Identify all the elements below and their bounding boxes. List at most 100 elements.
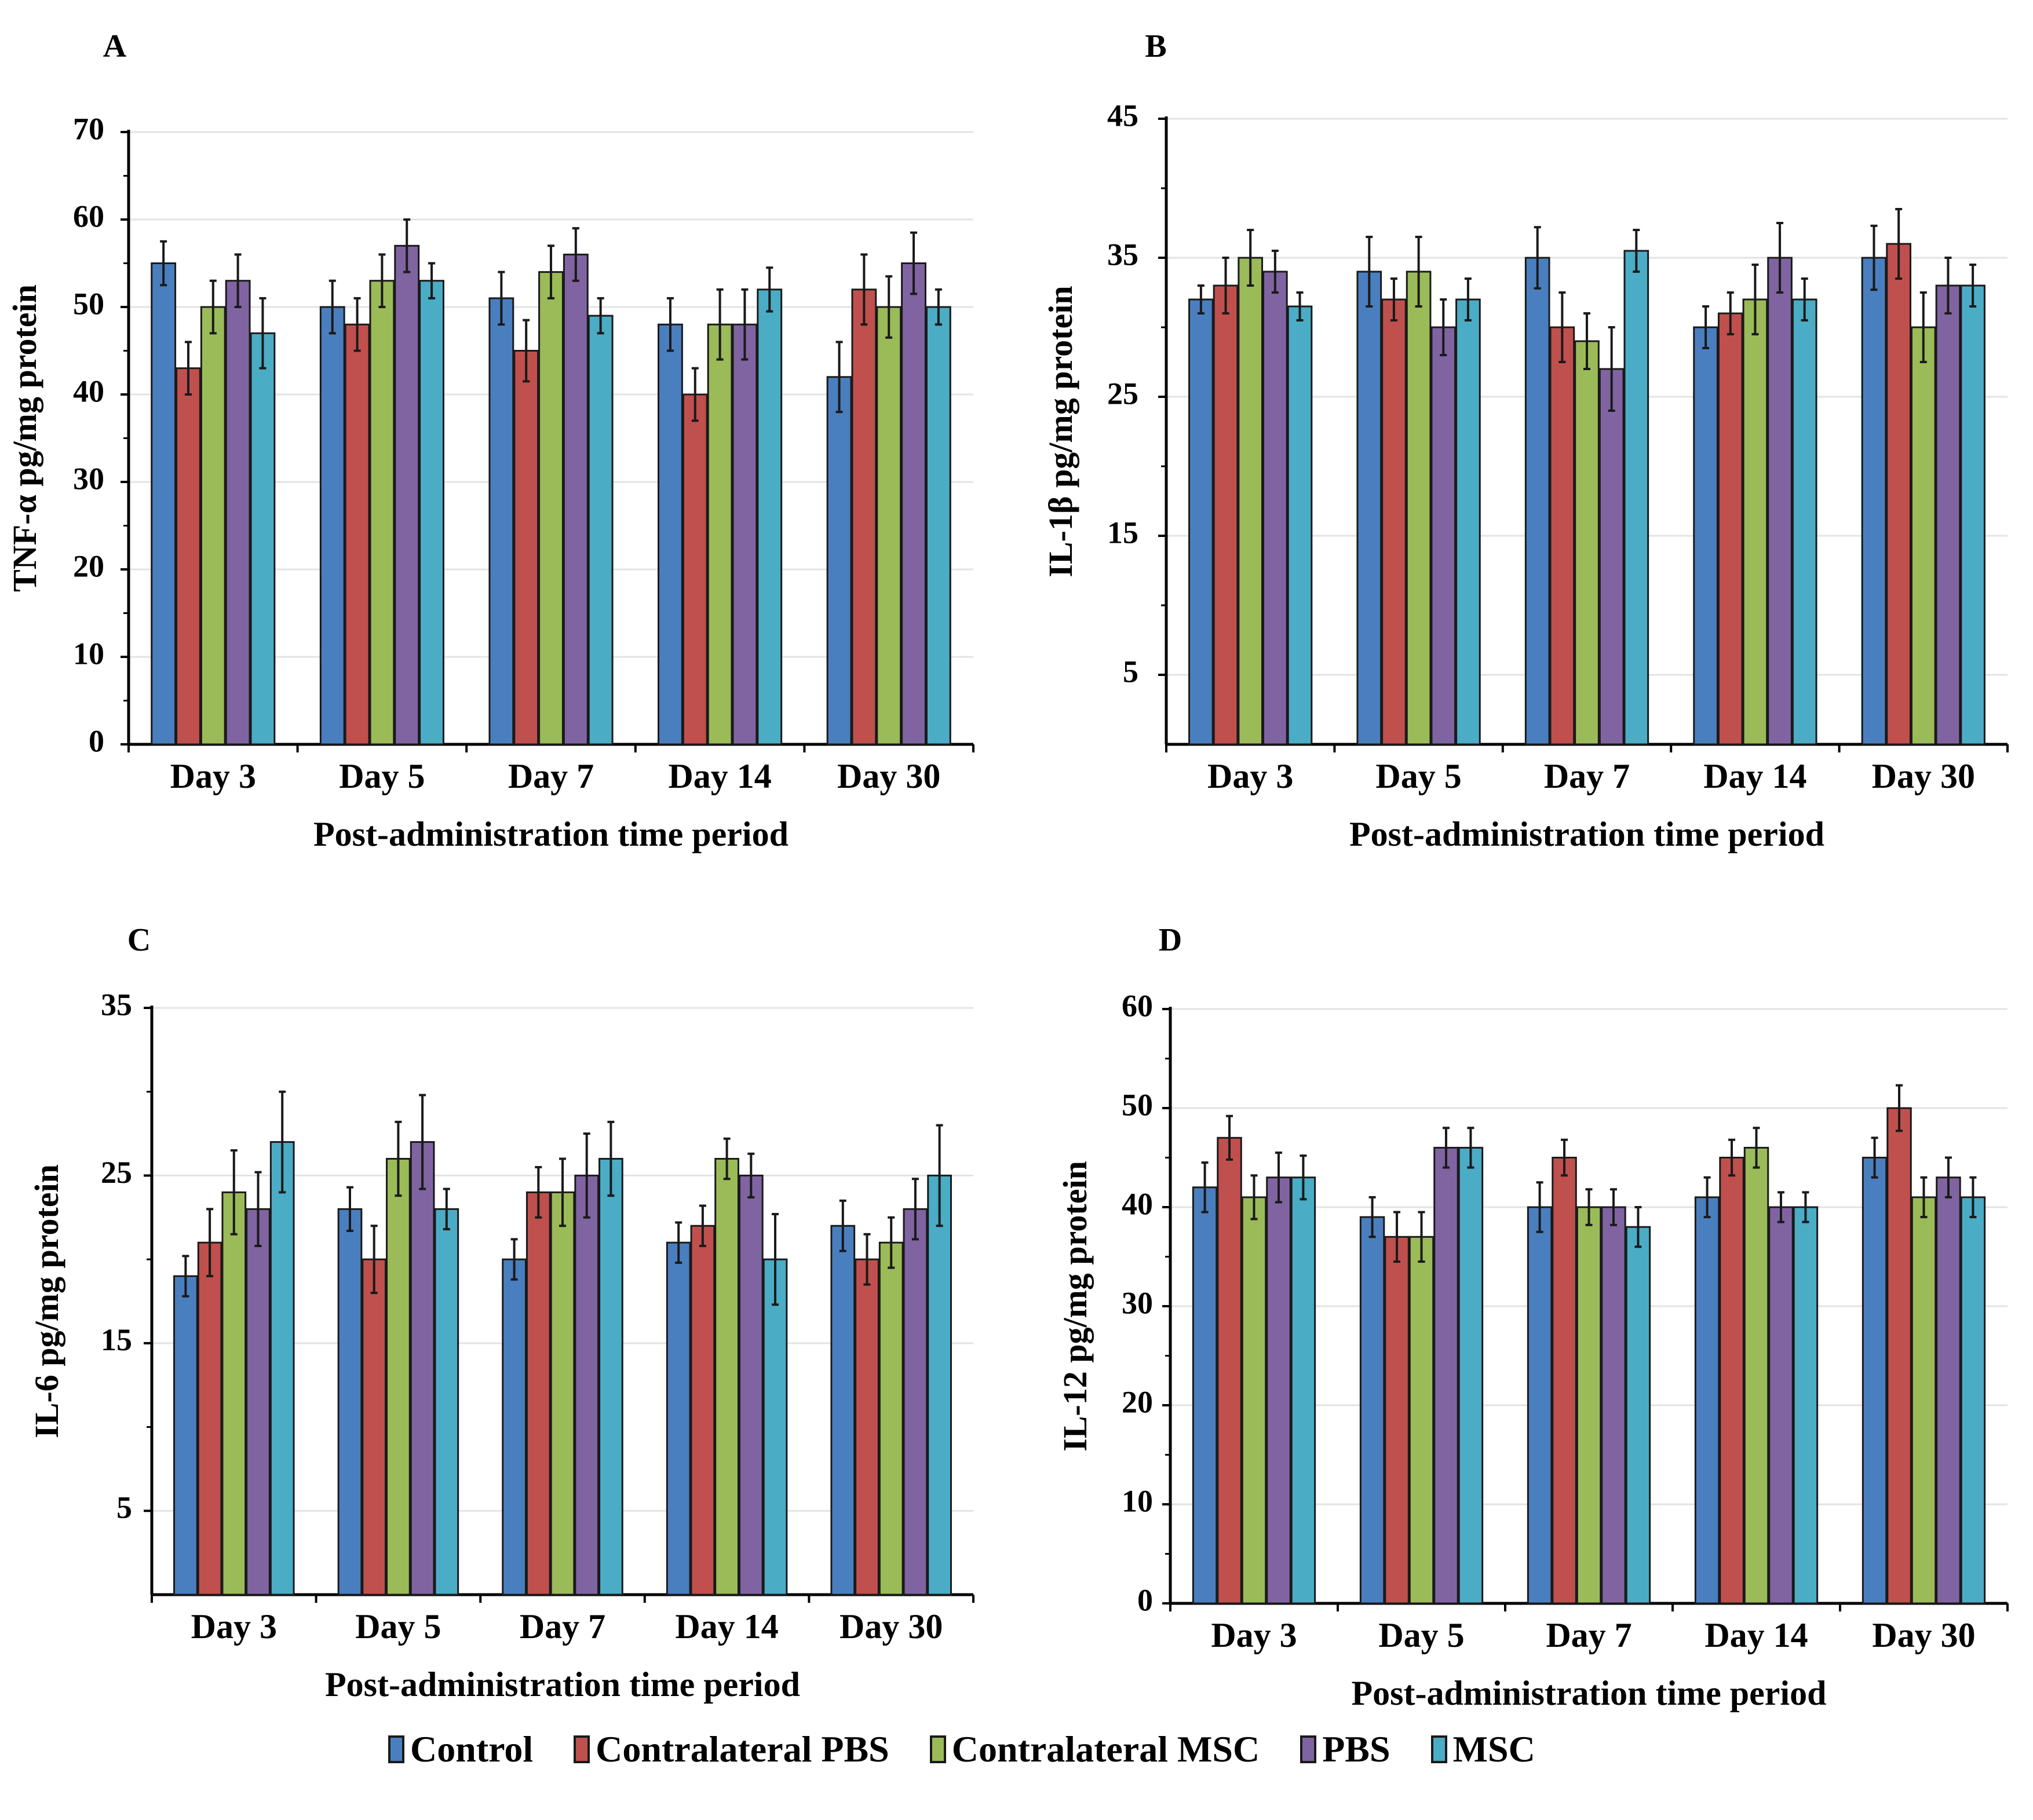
bar-control-day-30: [1861, 257, 1887, 745]
y-axis-label: IL-1β pg/mg protein: [1042, 286, 1079, 577]
bar-pbs-day-7: [574, 1174, 600, 1596]
y-axis-label: TNF-α pg/mg protein: [6, 284, 43, 592]
bar-contralateral-msc-day-3: [1241, 1196, 1267, 1605]
bar-contralateral-pbs-day-5: [1384, 1236, 1410, 1605]
bar-contralateral-pbs-day-7: [1552, 1157, 1577, 1605]
bar-msc-day-5: [1455, 298, 1481, 745]
bar-control-day-5: [1356, 271, 1382, 745]
bar-pbs-day-14: [1768, 1206, 1794, 1605]
x-tick-label: Day 30: [1872, 1616, 1975, 1654]
legend-item-pbs: PBS: [1300, 1728, 1390, 1771]
y-tick-label: 35: [1107, 237, 1138, 272]
bar-control-day-3: [151, 262, 177, 745]
legend-label-contralateral-msc: Contralateral MSC: [951, 1728, 1260, 1770]
bar-control-day-3: [1188, 298, 1214, 745]
panel-letter: D: [1159, 922, 1182, 958]
bar-pbs-day-5: [410, 1141, 435, 1596]
legend-item-contralateral-msc: Contralateral MSC: [929, 1728, 1260, 1771]
y-tick-label: 40: [73, 374, 104, 408]
bar-contralateral-msc-day-5: [369, 280, 395, 745]
bar-control-day-5: [337, 1208, 363, 1596]
bar-contralateral-msc-day-3: [1238, 257, 1264, 745]
bar-contralateral-msc-day-14: [1742, 298, 1768, 745]
bar-msc-day-5: [434, 1208, 459, 1596]
x-tick-label: Day 14: [1703, 757, 1806, 795]
bar-contralateral-msc-day-5: [1406, 271, 1432, 745]
bar-pbs-day-14: [1767, 257, 1793, 745]
x-axis-label: Post-administration time period: [1352, 1674, 1827, 1712]
legend-swatch-msc: [1430, 1735, 1447, 1763]
bar-contralateral-msc-day-7: [550, 1191, 575, 1596]
legend-label-contralateral-pbs: Contralateral PBS: [596, 1728, 889, 1770]
bar-pbs-day-3: [1262, 271, 1288, 745]
bar-pbs-day-30: [1935, 284, 1961, 745]
bar-control-day-5: [1359, 1216, 1385, 1605]
bar-pbs-day-7: [563, 253, 589, 745]
bar-control-day-14: [666, 1241, 691, 1596]
bar-pbs-day-14: [732, 323, 758, 745]
bar-contralateral-pbs-day-7: [1549, 326, 1575, 745]
bar-contralateral-msc-day-7: [538, 271, 564, 745]
x-tick-label: Day 30: [840, 1607, 943, 1646]
bar-contralateral-pbs-day-7: [513, 350, 539, 745]
x-tick-label: Day 7: [520, 1607, 605, 1646]
bar-contralateral-pbs-day-3: [1217, 1136, 1242, 1605]
y-tick-label: 35: [101, 987, 132, 1022]
bar-contralateral-msc-day-30: [1911, 1196, 1937, 1605]
y-tick-label: 25: [1107, 376, 1138, 411]
bar-control-day-7: [488, 297, 514, 745]
y-tick-label: 45: [1107, 98, 1138, 133]
legend: Control Contralateral PBS Contralateral …: [388, 1728, 1535, 1771]
x-axis-label: Post-administration time period: [1349, 815, 1824, 853]
x-tick-label: Day 30: [1872, 757, 1975, 795]
legend-label-pbs: PBS: [1322, 1728, 1390, 1770]
bar-contralateral-pbs-day-30: [851, 288, 877, 745]
bar-pbs-day-7: [1598, 368, 1625, 745]
bar-pbs-day-14: [738, 1174, 764, 1596]
bar-pbs-day-7: [1601, 1206, 1626, 1605]
bar-msc-day-14: [762, 1258, 788, 1596]
y-tick-label: 15: [101, 1322, 132, 1357]
y-tick-label: 15: [1107, 515, 1138, 550]
panel-letter: C: [127, 922, 151, 958]
bar-control-day-3: [1192, 1186, 1218, 1605]
x-tick-label: Day 30: [837, 757, 940, 795]
legend-item-contralateral-pbs: Contralateral PBS: [574, 1728, 889, 1771]
y-tick-label: 50: [1122, 1087, 1153, 1122]
bar-contralateral-msc-day-7: [1576, 1206, 1602, 1605]
y-tick-label: 70: [73, 111, 104, 146]
bar-contralateral-msc-day-5: [386, 1157, 411, 1596]
bar-contralateral-pbs-day-3: [197, 1241, 222, 1596]
y-tick-label: 20: [73, 549, 104, 583]
bar-control-day-5: [319, 306, 345, 745]
bar-msc-day-14: [1793, 1206, 1819, 1605]
x-tick-label: Day 7: [508, 757, 594, 795]
bar-msc-day-5: [419, 280, 444, 745]
chart-panel-b: B 5 15 25 35 45 Day 3 Day 5 Day 7 Day 14 Day 30 Pos…: [1042, 28, 2009, 853]
legend-swatch-contralateral-pbs: [574, 1735, 590, 1763]
x-axis-label: Post-administration time period: [325, 1665, 800, 1704]
legend-item-msc: MSC: [1430, 1728, 1535, 1771]
bar-contralateral-pbs-day-30: [855, 1258, 879, 1596]
y-tick-label: 25: [101, 1155, 132, 1190]
bar-msc-day-14: [1791, 298, 1817, 745]
bar-control-day-7: [1524, 257, 1550, 745]
panel-letter: B: [1145, 28, 1166, 64]
y-tick-label: 10: [1122, 1483, 1153, 1518]
x-tick-label: Day 14: [1704, 1616, 1808, 1654]
y-tick-label: 30: [73, 461, 104, 496]
bar-msc-day-7: [1625, 1226, 1651, 1605]
legend-swatch-control: [388, 1735, 404, 1763]
x-tick-label: Day 3: [1207, 757, 1293, 795]
x-tick-label: Day 7: [1546, 1616, 1631, 1654]
y-tick-label: 40: [1122, 1186, 1153, 1221]
y-tick-label: 5: [1123, 654, 1138, 689]
bar-pbs-day-3: [225, 280, 251, 745]
x-tick-label: Day 3: [1211, 1616, 1297, 1654]
bar-contralateral-pbs-day-5: [362, 1258, 387, 1596]
bar-contralateral-msc-day-14: [1743, 1146, 1769, 1605]
bar-contralateral-pbs-day-14: [1719, 1157, 1744, 1605]
bar-pbs-day-5: [1433, 1146, 1459, 1605]
bar-pbs-day-30: [903, 1208, 928, 1596]
